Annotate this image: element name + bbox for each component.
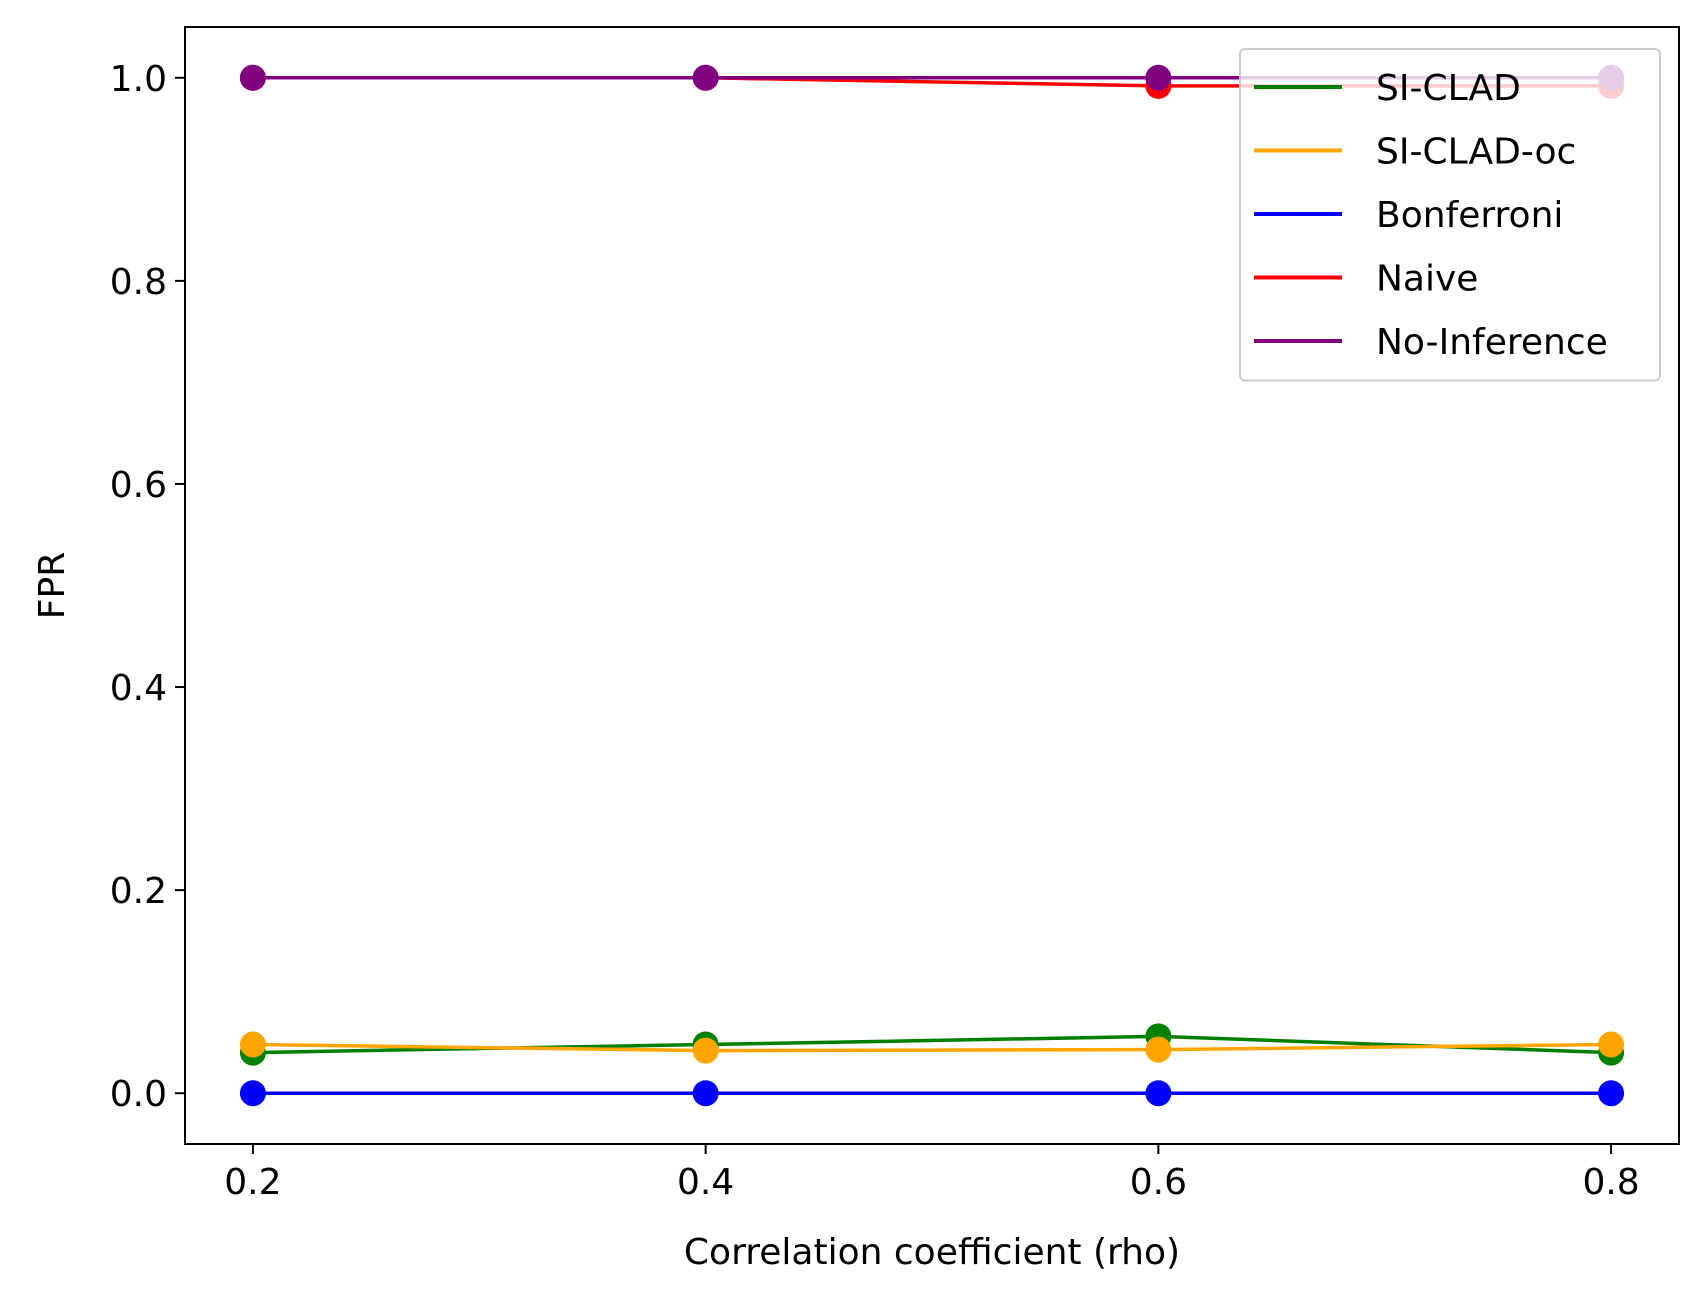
series-line [252, 1042, 1612, 1053]
legend-item: Bonferroni [1254, 195, 1563, 236]
legend-item: No-Inference [1254, 322, 1608, 363]
data-point [239, 64, 266, 91]
y-tick-label: 1.0 [110, 59, 167, 100]
data-point [692, 64, 719, 91]
x-axis-label: Correlation coefficient (rho) [684, 1232, 1180, 1273]
y-tick-label: 0.2 [110, 871, 167, 912]
series-1 [239, 1031, 1625, 1064]
legend-item: Naive [1254, 259, 1478, 300]
legend-label: Bonferroni [1376, 195, 1563, 236]
data-point [1145, 1080, 1172, 1107]
y-tick-label: 0.0 [110, 1074, 167, 1115]
data-point [239, 1080, 266, 1107]
legend-item: SI-CLAD [1254, 68, 1521, 109]
x-tick-label: 0.4 [677, 1162, 734, 1203]
x-tick-label: 0.8 [1582, 1162, 1639, 1203]
data-point [692, 1080, 719, 1107]
y-tick-label: 0.6 [110, 465, 167, 506]
legend-label: Naive [1376, 259, 1478, 300]
y-tick-label: 0.8 [110, 262, 167, 303]
legend-item: SI-CLAD-oc [1254, 132, 1576, 173]
plot-frame [184, 26, 1680, 1145]
x-tick-label: 0.2 [224, 1162, 281, 1203]
legend: SI-CLAD SI-CLAD-oc Bonferroni Naive No-Infer… [1239, 48, 1661, 382]
y-axis-label: FPR [32, 552, 73, 619]
x-tick-label: 0.6 [1130, 1162, 1187, 1203]
data-point [1145, 1036, 1172, 1063]
x-axis: 0.2 0.4 0.6 0.8 [224, 1144, 1640, 1203]
y-axis: 0.0 0.2 0.4 0.6 0.8 1.0 [110, 59, 185, 1115]
legend-label: SI-CLAD-oc [1376, 132, 1576, 173]
data-point [1598, 1080, 1625, 1107]
y-tick-label: 0.4 [110, 668, 167, 709]
legend-label: SI-CLAD [1376, 68, 1521, 109]
legend-label: No-Inference [1376, 322, 1608, 363]
data-point [692, 1037, 719, 1064]
series-layer [239, 64, 1625, 1107]
legend-box [1239, 48, 1661, 382]
data-point [1598, 1031, 1625, 1058]
data-point [1145, 64, 1172, 91]
data-point [239, 1031, 266, 1058]
series-2 [239, 1080, 1625, 1107]
